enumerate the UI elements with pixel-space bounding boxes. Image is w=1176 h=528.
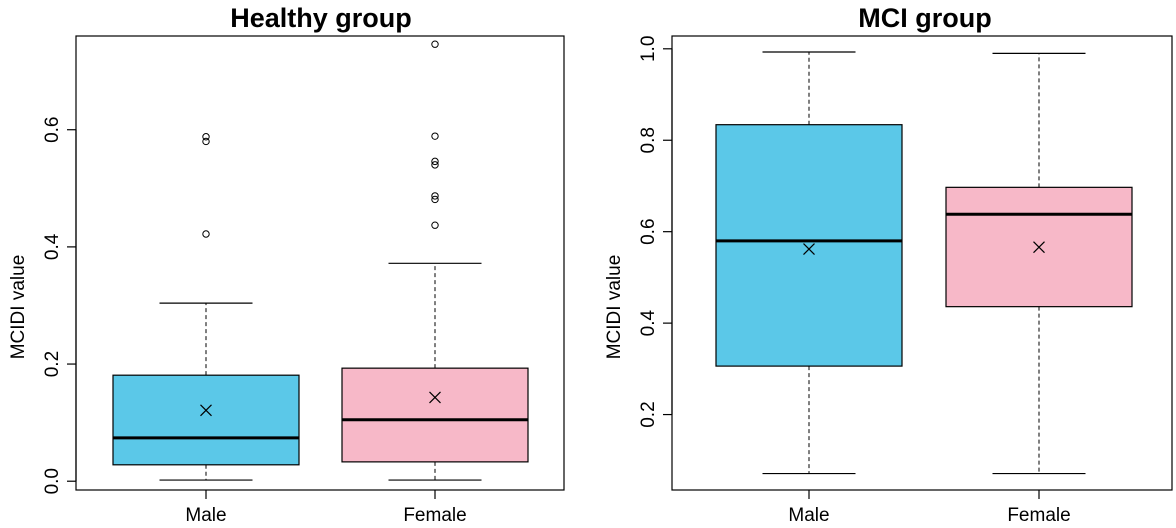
y-tick-label: 0.8 — [638, 127, 659, 153]
y-tick-label: 0.6 — [42, 117, 63, 143]
mean-marker — [200, 404, 212, 417]
y-tick-label: 1.0 — [638, 36, 659, 62]
box-female — [945, 52, 1133, 475]
y-tick-label: 0.4 — [42, 233, 63, 260]
outlier-point — [202, 230, 210, 238]
boxplot-marks — [715, 51, 1133, 475]
y-axis: 0.2 0.4 0.6 0.8 1.0 — [638, 36, 673, 428]
plot-frame — [75, 35, 565, 491]
outlier-point — [431, 192, 439, 200]
outlier-point — [431, 132, 439, 140]
box-female — [341, 40, 529, 481]
y-tick-label: 0.0 — [42, 468, 63, 494]
outlier-point — [202, 137, 210, 146]
outlier-point — [431, 221, 439, 229]
outlier-point — [431, 195, 439, 204]
healthy-group-panel: Healthy group MCIDI value 0.0 0.2 0.4 0.6 M… — [8, 3, 565, 526]
y-tick-label: 0.2 — [638, 401, 659, 427]
mean-marker — [803, 243, 815, 255]
x-tick-label: Male — [185, 505, 226, 526]
outlier-point — [202, 133, 210, 141]
y-axis: 0.0 0.2 0.4 0.6 — [42, 117, 77, 494]
y-axis-label: MCIDI value — [8, 255, 29, 360]
mci-group-panel: MCI group MCIDI value 0.2 0.4 0.6 0.8 1.0 Ma… — [604, 3, 1173, 526]
plot-frame — [671, 35, 1173, 491]
x-tick-label: Female — [1007, 505, 1070, 526]
y-tick-label: 0.6 — [638, 218, 659, 244]
y-tick-label: 0.2 — [42, 351, 63, 377]
panel-title: MCI group — [858, 3, 991, 33]
outlier-point — [431, 157, 439, 166]
x-tick-label: Female — [403, 505, 466, 526]
box-male — [715, 51, 903, 475]
iqr-box — [112, 374, 300, 466]
outlier-point — [431, 161, 439, 169]
iqr-box — [715, 124, 903, 367]
box-male — [112, 133, 300, 481]
boxplot-marks — [112, 40, 529, 481]
mean-marker — [1033, 241, 1045, 254]
y-tick-label: 0.4 — [638, 309, 659, 336]
x-axis: Male Female — [185, 490, 467, 526]
x-tick-label: Male — [788, 505, 829, 526]
panel-title: Healthy group — [230, 3, 412, 33]
outlier-point — [431, 40, 439, 48]
iqr-box — [341, 367, 529, 463]
y-axis-label: MCIDI value — [604, 255, 625, 360]
x-axis: Male Female — [788, 490, 1071, 526]
mean-marker — [429, 391, 441, 404]
